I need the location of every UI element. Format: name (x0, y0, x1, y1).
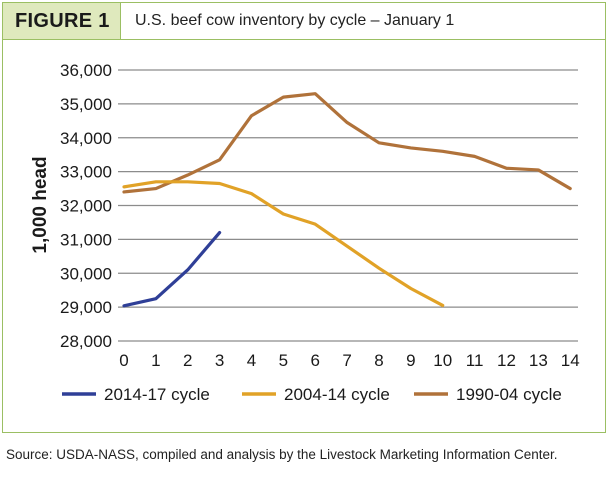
x-tick-label: 10 (433, 351, 452, 370)
legend: 2014-17 cycle 2004-14 cycle 1990-04 cycle (62, 385, 562, 404)
x-tick-label: 7 (342, 351, 351, 370)
figure-label: FIGURE 1 (3, 3, 121, 39)
y-tick-label: 29,000 (60, 298, 112, 317)
x-tick-label: 0 (119, 351, 128, 370)
series-line-0 (122, 231, 222, 308)
series-line-2 (122, 92, 572, 194)
legend-label: 2004-14 cycle (284, 385, 390, 404)
figure-title: U.S. beef cow inventory by cycle – Janua… (135, 12, 455, 29)
x-tick-label: 5 (279, 351, 288, 370)
y-axis-ticks: 28,000 29,000 30,000 31,000 32,000 33,000 34,0… (60, 61, 112, 351)
x-tick-label: 12 (497, 351, 516, 370)
y-tick-label: 34,000 (60, 129, 112, 148)
y-tick-label: 32,000 (60, 197, 112, 216)
line-chart: 28,000 29,000 30,000 31,000 32,000 33,000 34,0… (30, 61, 580, 404)
series-lines (122, 92, 572, 308)
x-tick-label: 13 (529, 351, 548, 370)
figure-header: FIGURE 1 U.S. beef cow inventory by cycl… (3, 3, 605, 40)
y-tick-label: 36,000 (60, 61, 112, 80)
gridlines (118, 69, 578, 342)
x-tick-label: 4 (247, 351, 256, 370)
y-tick-label: 31,000 (60, 230, 112, 249)
y-tick-label: 28,000 (60, 332, 112, 351)
x-tick-label: 9 (406, 351, 415, 370)
x-tick-label: 1 (151, 351, 160, 370)
legend-label: 1990-04 cycle (456, 385, 562, 404)
y-tick-label: 33,000 (60, 163, 112, 182)
x-tick-label: 2 (183, 351, 192, 370)
x-tick-label: 14 (561, 351, 580, 370)
x-tick-label: 6 (310, 351, 319, 370)
y-tick-label: 30,000 (60, 264, 112, 283)
legend-label: 2014-17 cycle (104, 385, 210, 404)
x-tick-label: 3 (215, 351, 224, 370)
x-axis-ticks: 0 1 2 3 4 5 6 7 8 9 10 11 12 13 14 (119, 351, 579, 370)
y-axis-label: 1,000 head (30, 156, 51, 253)
source-note: Source: USDA-NASS, compiled and analysis… (6, 447, 558, 462)
x-tick-label: 11 (466, 351, 484, 370)
figure-frame: FIGURE 1 U.S. beef cow inventory by cycl… (2, 2, 606, 433)
y-tick-label: 35,000 (60, 95, 112, 114)
x-tick-label: 8 (374, 351, 383, 370)
series-line-1 (122, 180, 445, 308)
